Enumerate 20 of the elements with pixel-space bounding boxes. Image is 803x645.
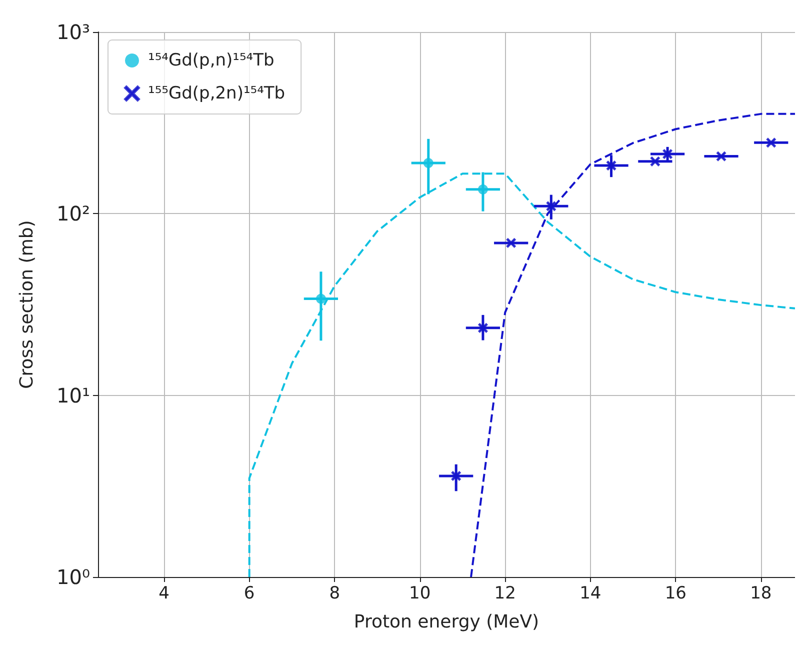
point [316, 294, 326, 304]
x-tick-label: 16 [664, 584, 686, 604]
x-tick-label: 4 [158, 584, 170, 604]
line-series [470, 112, 795, 578]
x-tick-label: 10 [409, 584, 431, 604]
legend-label: ¹⁵⁴Gd(p,n)¹⁵⁴Tb [148, 50, 274, 70]
point [478, 184, 488, 194]
x-tick-label: 8 [329, 584, 340, 604]
y-tick-label: 10⁰ [56, 565, 90, 589]
x-tick-label: 18 [750, 584, 772, 604]
x-tick-label: 6 [244, 584, 255, 604]
x-axis-title: Proton energy (MeV) [354, 612, 540, 632]
point [423, 158, 434, 168]
legend-label: ¹⁵⁵Gd(p,2n)¹⁵⁴Tb [148, 84, 286, 104]
x-tick-label: 12 [494, 584, 516, 604]
y-axis-title: Cross section (mb) [16, 220, 38, 389]
x-tick-label: 14 [580, 584, 602, 604]
y-tick-label: 10³ [56, 20, 90, 44]
y-tick-label: 10² [56, 202, 90, 226]
y-tick-label: 10¹ [56, 383, 90, 408]
